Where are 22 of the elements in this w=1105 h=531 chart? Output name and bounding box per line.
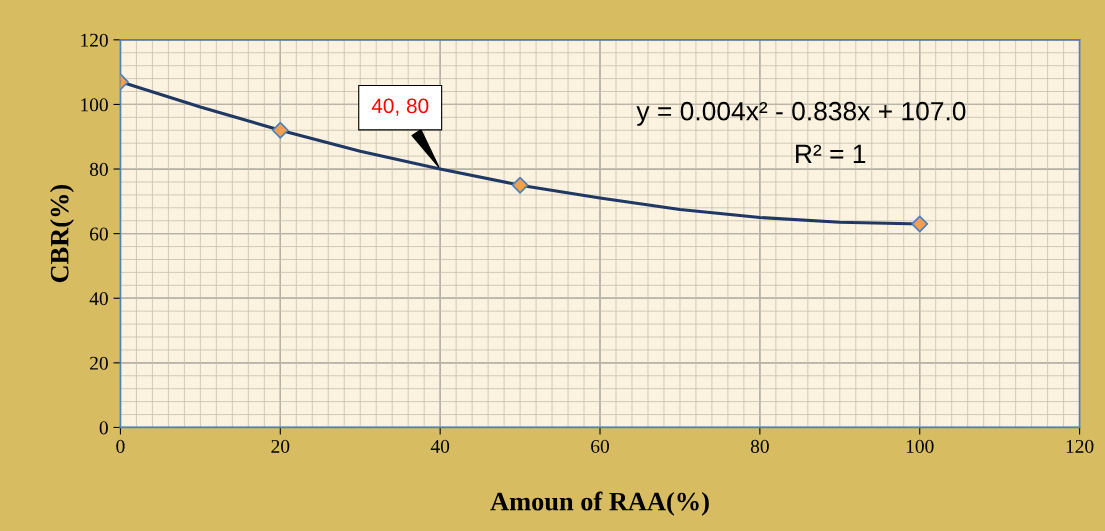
y-tick-label: 100	[81, 98, 108, 112]
annotation: R² = 1	[796, 144, 866, 163]
point	[911, 215, 929, 233]
point	[271, 121, 289, 139]
annotation: 40, 80	[371, 98, 429, 116]
x-tick-label: 40	[430, 439, 450, 453]
x-tick-label: 80	[750, 439, 769, 453]
x-tick-label: 0	[116, 439, 125, 453]
y-tick-label: 0	[99, 421, 108, 435]
x-tick-label: 60	[591, 439, 609, 453]
y-tick-label: 120	[81, 33, 108, 47]
y-axis-title: CBR(%)	[49, 184, 74, 283]
x-tick-label: 20	[271, 439, 290, 453]
x-tick-label: 120	[1066, 439, 1094, 453]
annotation: y = 0.004x² - 0.838x + 107.0	[636, 101, 966, 126]
y-tick-label: 60	[90, 227, 108, 241]
y-tick-label: 80	[89, 162, 108, 176]
y-tick-label: 20	[90, 356, 108, 370]
y-tick-label: 40	[89, 292, 108, 306]
x-tick-label: 100	[906, 439, 934, 453]
point	[511, 176, 529, 194]
x-axis-title: Amoun of RAA(%)	[490, 491, 709, 516]
